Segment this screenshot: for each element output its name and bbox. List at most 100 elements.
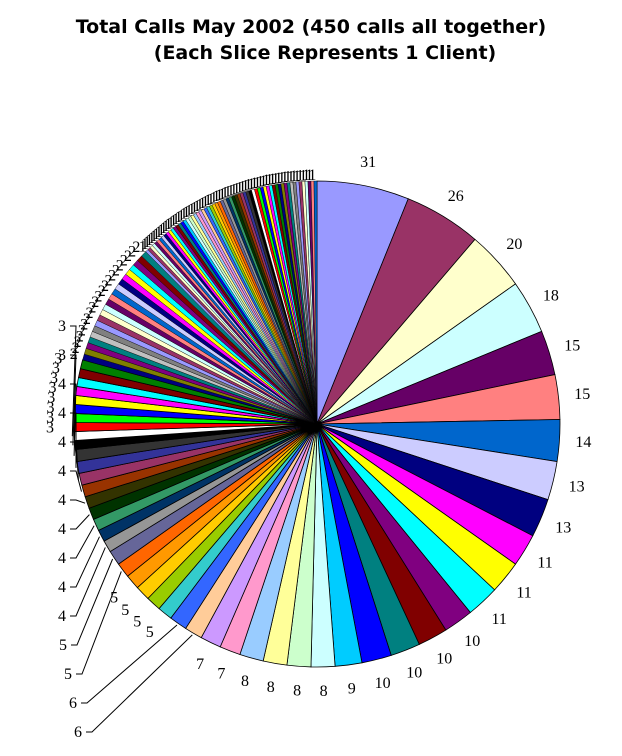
data-label: 15	[564, 338, 580, 355]
data-label: 1	[164, 216, 172, 233]
data-label: 1	[198, 195, 206, 212]
data-label: 1	[247, 176, 255, 193]
data-label: 8	[293, 682, 301, 699]
data-label: 1	[177, 207, 185, 224]
data-label: 2	[105, 273, 113, 290]
data-label: 4	[58, 608, 66, 625]
data-label: 1	[253, 174, 261, 191]
data-label: 1	[302, 167, 310, 184]
data-label: 3	[50, 370, 58, 387]
data-label: 4	[58, 376, 66, 393]
data-label: 5	[121, 602, 129, 619]
leader-line	[70, 325, 77, 437]
data-label: 1	[185, 203, 193, 220]
data-label: 8	[320, 683, 328, 700]
data-label: 5	[146, 624, 154, 641]
data-label: 3	[46, 409, 54, 426]
data-label: 5	[133, 613, 141, 630]
data-label: 6	[69, 695, 77, 712]
data-label: 4	[58, 492, 66, 509]
data-label: 2	[101, 278, 109, 295]
data-label: 1	[281, 169, 289, 186]
leader-line	[70, 383, 77, 456]
data-label: 5	[64, 666, 72, 683]
data-label: 1	[204, 192, 212, 209]
data-label: 2	[74, 334, 82, 351]
data-label: 1	[196, 196, 204, 213]
data-label: 1	[287, 168, 295, 185]
leader-line	[81, 624, 178, 704]
data-label: 1	[169, 213, 177, 230]
data-label: 1	[230, 181, 238, 198]
data-label: 1	[162, 218, 170, 235]
data-label: 1	[272, 171, 280, 188]
data-label: 1	[150, 228, 158, 245]
data-label: 2	[76, 328, 84, 345]
data-label: 2	[128, 243, 136, 260]
data-label: 2	[120, 253, 128, 270]
data-label: 2	[72, 340, 80, 357]
data-label: 15	[574, 386, 590, 403]
data-label: 2	[80, 317, 88, 334]
data-label: 18	[543, 287, 559, 304]
leader-line	[71, 558, 114, 646]
data-label: 1	[218, 186, 226, 203]
data-label: 13	[555, 519, 571, 536]
data-label: 1	[227, 182, 235, 199]
data-label: 7	[196, 656, 204, 673]
data-label: 1	[188, 201, 196, 218]
data-label: 1	[233, 180, 241, 197]
data-label: 1	[207, 191, 215, 208]
data-label: 1	[201, 194, 209, 211]
data-label: 2	[88, 300, 96, 317]
data-label: 10	[464, 633, 480, 650]
data-label: 4	[58, 521, 66, 538]
data-label: 1	[212, 188, 220, 205]
data-label: 1	[175, 209, 183, 226]
data-label: 3	[47, 399, 55, 416]
chart-subtitle: (Each Slice Represents 1 Client)	[153, 42, 497, 64]
leader-line	[70, 547, 106, 617]
data-label: 14	[575, 434, 591, 451]
data-label: 6	[74, 724, 82, 741]
data-label: 9	[348, 681, 356, 698]
data-label: 31	[360, 154, 376, 171]
data-label: 4	[58, 579, 66, 596]
data-label: 1	[238, 178, 246, 195]
data-label: 1	[305, 167, 313, 184]
leader-line	[70, 354, 77, 446]
data-label: 1	[268, 171, 276, 188]
data-label: 1	[262, 172, 270, 189]
data-label: 1	[148, 230, 156, 247]
data-label: 10	[406, 665, 422, 682]
data-label: 4	[58, 405, 66, 422]
data-label: 1	[180, 206, 188, 223]
data-label: 1	[308, 167, 316, 184]
data-label: 3	[46, 419, 54, 436]
data-label: 1	[224, 184, 232, 201]
data-label: 8	[267, 679, 275, 696]
data-label: 1	[299, 167, 307, 184]
data-label: 8	[241, 673, 249, 690]
data-label: 3	[49, 380, 57, 397]
data-label: 2	[70, 346, 78, 363]
data-label: 1	[244, 177, 252, 194]
data-label: 13	[569, 478, 585, 495]
data-label: 1	[290, 168, 298, 185]
data-label: 3	[52, 360, 60, 377]
data-label: 3	[58, 347, 66, 364]
data-label: 7	[217, 665, 225, 682]
data-label: 2	[94, 289, 102, 306]
data-label: 1	[275, 170, 283, 187]
data-label: 5	[110, 590, 118, 607]
data-label: 1	[259, 173, 267, 190]
data-label: 10	[436, 651, 452, 668]
data-label: 1	[172, 211, 180, 228]
data-label: 1	[145, 232, 153, 249]
data-label: 2	[83, 311, 91, 328]
data-label: 2	[108, 268, 116, 285]
leader-line	[76, 571, 122, 675]
data-label: 1	[157, 222, 165, 239]
data-label: 1	[139, 238, 147, 255]
data-label: 1	[182, 204, 190, 221]
